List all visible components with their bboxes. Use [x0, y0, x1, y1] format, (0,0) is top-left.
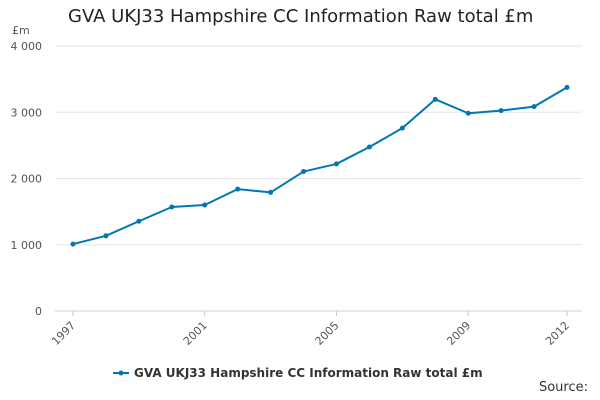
x-tick-label: 1997	[49, 319, 78, 348]
x-tick-label: 2005	[313, 319, 342, 348]
data-point[interactable]	[498, 108, 504, 114]
y-tick-label: 4 000	[11, 40, 43, 53]
data-point[interactable]	[333, 161, 339, 167]
data-point[interactable]	[202, 202, 208, 208]
data-point[interactable]	[136, 218, 142, 224]
x-tick-label: 2009	[444, 319, 473, 348]
legend-item-label[interactable]: GVA UKJ33 Hampshire CC Information Raw t…	[134, 366, 483, 380]
chart-title: GVA UKJ33 Hampshire CC Information Raw t…	[68, 6, 534, 27]
legend[interactable]: GVA UKJ33 Hampshire CC Information Raw t…	[113, 366, 483, 380]
x-tick-label: 2001	[181, 319, 210, 348]
legend-marker	[118, 370, 124, 376]
x-tick-label: 2012	[543, 319, 572, 348]
data-point[interactable]	[432, 96, 438, 102]
data-point[interactable]	[366, 144, 372, 150]
data-point[interactable]	[268, 189, 274, 195]
y-tick-label: 0	[35, 305, 42, 318]
y-tick-label: 3 000	[11, 106, 43, 119]
data-point[interactable]	[235, 186, 241, 192]
data-point[interactable]	[399, 125, 405, 131]
data-point[interactable]	[301, 169, 307, 175]
source-note: Source:	[538, 380, 588, 395]
x-axis: 1997 2001 2005 2009 2012	[49, 311, 572, 348]
data-point[interactable]	[531, 104, 537, 110]
data-point[interactable]	[169, 204, 175, 210]
y-tick-label: 1 000	[11, 239, 43, 252]
y-axis: £m 0 1 000 2 000 3 000 4 000	[11, 24, 43, 318]
data-point[interactable]	[103, 233, 109, 239]
series-group	[70, 84, 570, 247]
y-tick-label: 2 000	[11, 173, 43, 186]
data-point[interactable]	[70, 241, 76, 247]
data-point[interactable]	[564, 84, 570, 90]
series-line	[72, 86, 568, 246]
data-point[interactable]	[465, 110, 471, 116]
y-axis-unit-label: £m	[12, 24, 30, 37]
gridlines	[55, 45, 582, 312]
